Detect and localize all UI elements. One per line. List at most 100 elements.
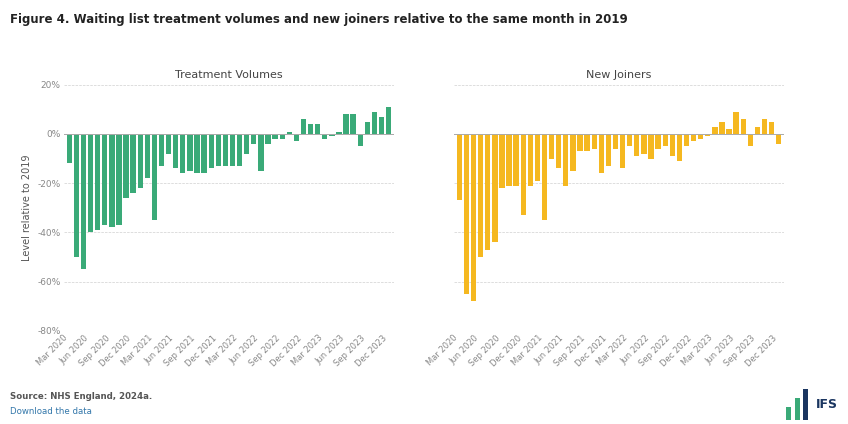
Bar xyxy=(209,134,214,168)
Bar xyxy=(259,134,264,171)
Bar xyxy=(492,134,498,242)
Bar xyxy=(180,134,186,173)
Bar xyxy=(734,112,739,134)
Bar xyxy=(166,134,171,153)
Bar xyxy=(656,134,661,149)
Bar xyxy=(386,107,391,134)
Bar xyxy=(712,127,717,134)
Bar xyxy=(649,134,654,159)
Bar xyxy=(464,134,469,294)
Bar xyxy=(457,134,462,201)
Bar xyxy=(719,122,724,134)
Bar xyxy=(599,134,604,173)
Bar xyxy=(786,407,791,420)
Bar xyxy=(605,134,611,166)
Bar xyxy=(634,134,639,156)
Bar xyxy=(769,122,774,134)
Bar xyxy=(293,134,299,141)
Bar xyxy=(251,134,256,144)
Bar xyxy=(202,134,207,173)
Bar xyxy=(131,134,136,193)
Bar xyxy=(365,122,370,134)
Bar xyxy=(471,134,477,301)
Bar xyxy=(478,134,483,257)
Text: IFS: IFS xyxy=(816,398,838,411)
Bar xyxy=(677,134,682,161)
Bar xyxy=(244,134,249,153)
Bar xyxy=(137,134,143,188)
Bar xyxy=(584,134,589,151)
Bar xyxy=(542,134,547,220)
Bar xyxy=(145,134,150,178)
Bar xyxy=(740,119,746,134)
Bar xyxy=(527,134,533,186)
Bar xyxy=(762,119,767,134)
Bar xyxy=(173,134,178,168)
Bar xyxy=(641,134,646,153)
Bar xyxy=(662,134,668,146)
Bar xyxy=(337,131,342,134)
Bar xyxy=(287,131,292,134)
Bar xyxy=(88,134,93,232)
Bar xyxy=(308,124,313,134)
Bar xyxy=(301,119,306,134)
Bar xyxy=(230,134,235,166)
Bar xyxy=(627,134,633,146)
Bar xyxy=(215,134,221,166)
Bar xyxy=(187,134,192,171)
Y-axis label: Level relative to 2019: Level relative to 2019 xyxy=(22,154,32,261)
Bar xyxy=(379,117,384,134)
Bar xyxy=(556,134,561,168)
Bar xyxy=(280,134,285,139)
Bar xyxy=(755,127,760,134)
Bar xyxy=(683,134,689,146)
Bar xyxy=(237,134,243,166)
Bar xyxy=(315,124,321,134)
Bar xyxy=(109,134,114,227)
Bar xyxy=(795,398,800,420)
Bar xyxy=(506,134,511,186)
Bar xyxy=(159,134,165,166)
Bar xyxy=(81,134,86,269)
Bar xyxy=(329,134,334,137)
Bar xyxy=(116,134,121,225)
Bar xyxy=(803,389,808,420)
Bar xyxy=(124,134,129,198)
Bar xyxy=(67,134,72,164)
Bar xyxy=(577,134,583,151)
Text: Download the data: Download the data xyxy=(10,407,92,416)
Bar xyxy=(570,134,576,171)
Bar xyxy=(670,134,675,156)
Text: Source: NHS England, 2024a.: Source: NHS England, 2024a. xyxy=(10,392,153,401)
Bar xyxy=(485,134,490,250)
Bar xyxy=(102,134,108,225)
Title: New Joiners: New Joiners xyxy=(586,70,652,80)
Bar xyxy=(748,134,753,146)
Bar xyxy=(265,134,271,144)
Bar xyxy=(223,134,228,166)
Bar xyxy=(350,114,356,134)
Bar xyxy=(698,134,703,139)
Bar xyxy=(152,134,157,220)
Bar xyxy=(358,134,363,146)
Bar xyxy=(95,134,100,230)
Title: Treatment Volumes: Treatment Volumes xyxy=(176,70,282,80)
Bar xyxy=(194,134,199,173)
Bar xyxy=(535,134,540,181)
Bar xyxy=(563,134,568,186)
Bar xyxy=(549,134,555,159)
Bar xyxy=(727,129,732,134)
Bar xyxy=(371,112,377,134)
Bar xyxy=(776,134,781,144)
Text: Figure 4. Waiting list treatment volumes and new joiners relative to the same mo: Figure 4. Waiting list treatment volumes… xyxy=(10,13,628,26)
Bar xyxy=(272,134,278,139)
Bar xyxy=(613,134,618,149)
Bar xyxy=(521,134,526,215)
Bar xyxy=(74,134,79,257)
Bar xyxy=(592,134,597,149)
Bar xyxy=(514,134,519,186)
Bar xyxy=(705,134,711,137)
Bar xyxy=(691,134,696,141)
Bar xyxy=(343,114,349,134)
Bar xyxy=(322,134,327,139)
